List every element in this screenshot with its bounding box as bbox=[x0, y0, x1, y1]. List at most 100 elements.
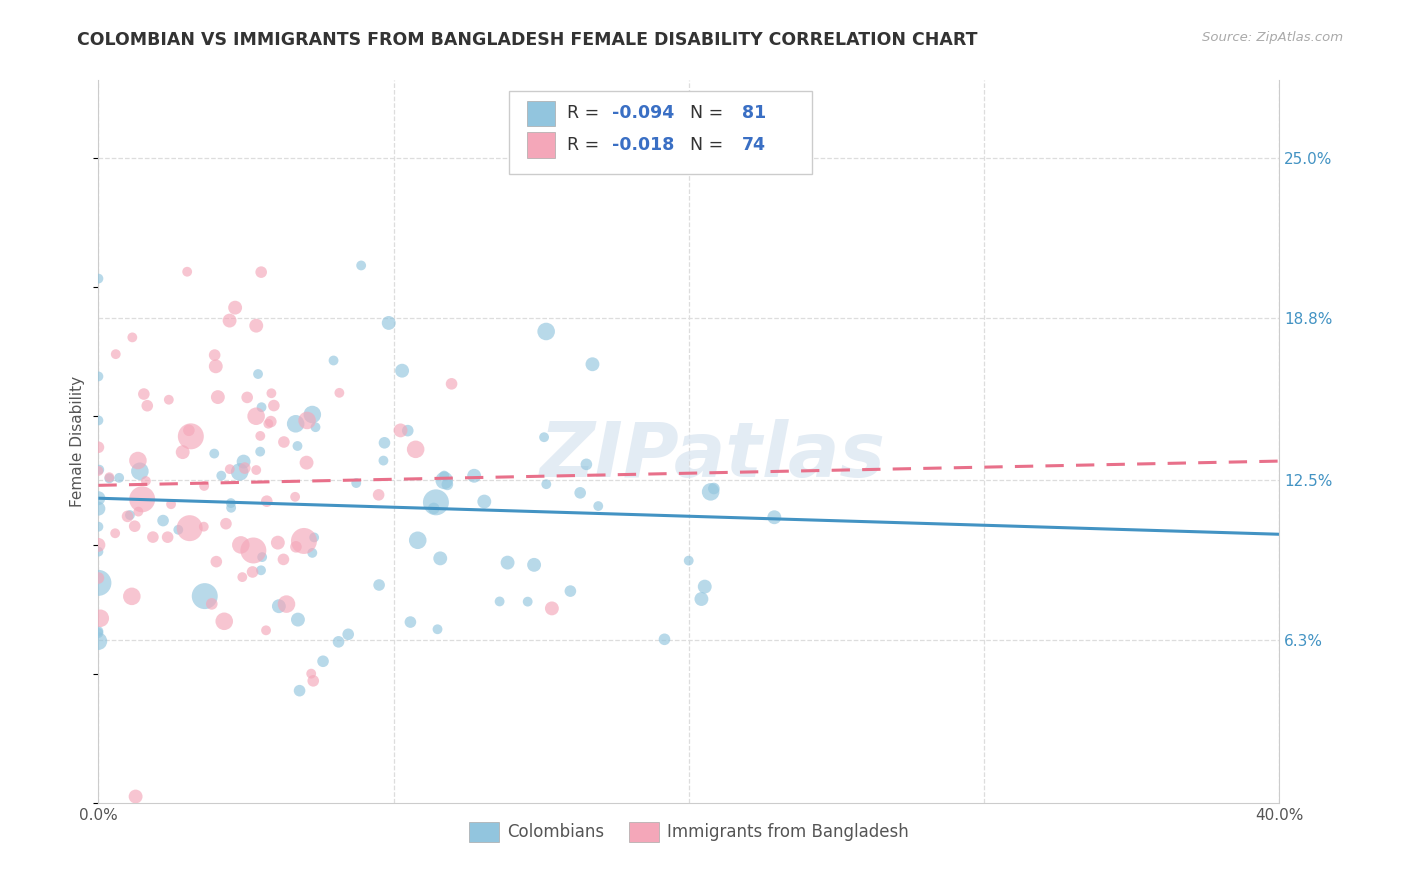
Point bbox=[242, 543, 264, 558]
Point bbox=[128, 464, 150, 478]
Point bbox=[284, 490, 307, 504]
Text: R =: R = bbox=[567, 136, 605, 154]
Text: COLOMBIAN VS IMMIGRANTS FROM BANGLADESH FEMALE DISABILITY CORRELATION CHART: COLOMBIAN VS IMMIGRANTS FROM BANGLADESH … bbox=[77, 31, 977, 49]
Point bbox=[245, 409, 267, 424]
Point bbox=[87, 571, 110, 585]
Point bbox=[180, 429, 202, 443]
Point bbox=[177, 423, 200, 437]
Point bbox=[219, 496, 242, 510]
Point bbox=[328, 385, 350, 400]
Y-axis label: Female Disability: Female Disability bbox=[70, 376, 86, 508]
Point bbox=[209, 468, 232, 483]
Point bbox=[236, 391, 259, 405]
Point bbox=[193, 519, 215, 533]
Point bbox=[202, 446, 225, 460]
Text: ZIPatlas: ZIPatlas bbox=[540, 419, 886, 493]
Point bbox=[249, 429, 271, 443]
Point bbox=[118, 508, 141, 522]
Point bbox=[678, 554, 700, 568]
Bar bbox=[527, 101, 555, 126]
Point bbox=[157, 392, 180, 407]
Point bbox=[142, 530, 165, 544]
Point bbox=[350, 259, 373, 273]
Point bbox=[422, 501, 444, 516]
Point bbox=[204, 348, 226, 362]
Point bbox=[224, 301, 246, 315]
Text: 81: 81 bbox=[742, 104, 766, 122]
Point bbox=[87, 440, 110, 454]
Point bbox=[301, 408, 323, 422]
Point bbox=[215, 516, 238, 531]
Point bbox=[273, 435, 295, 450]
Point bbox=[87, 634, 110, 648]
Point bbox=[124, 519, 146, 533]
Point bbox=[193, 479, 215, 493]
Point bbox=[763, 510, 786, 524]
Point bbox=[229, 538, 252, 552]
Point bbox=[233, 461, 256, 475]
Point bbox=[516, 594, 538, 608]
Point bbox=[89, 611, 111, 625]
Point bbox=[250, 550, 273, 565]
Point bbox=[245, 318, 267, 333]
Point bbox=[299, 666, 322, 681]
Point bbox=[172, 445, 194, 459]
Point bbox=[472, 494, 495, 508]
Point bbox=[302, 673, 325, 688]
Point bbox=[488, 594, 510, 608]
Point bbox=[312, 654, 335, 668]
Point bbox=[242, 565, 264, 579]
Text: 74: 74 bbox=[742, 136, 766, 154]
Point bbox=[247, 367, 270, 381]
Point bbox=[228, 465, 250, 479]
Point bbox=[654, 632, 676, 647]
Point bbox=[302, 530, 325, 544]
Point bbox=[425, 495, 447, 509]
Point bbox=[373, 435, 395, 450]
Point bbox=[108, 471, 131, 485]
Point bbox=[575, 458, 598, 472]
Point bbox=[534, 325, 557, 339]
Point bbox=[426, 622, 449, 636]
Point bbox=[541, 601, 564, 615]
Point bbox=[440, 376, 463, 391]
Point bbox=[405, 442, 427, 457]
Point bbox=[87, 538, 110, 552]
Point bbox=[232, 454, 254, 468]
Bar bbox=[527, 132, 555, 158]
Point bbox=[328, 635, 350, 649]
Point bbox=[201, 597, 224, 611]
Point bbox=[136, 399, 159, 413]
Point bbox=[131, 492, 153, 507]
Point bbox=[98, 471, 121, 485]
Point bbox=[284, 540, 307, 554]
Point bbox=[304, 420, 326, 434]
Point bbox=[263, 399, 285, 413]
Point bbox=[121, 330, 143, 344]
Point bbox=[581, 357, 603, 371]
Point bbox=[377, 316, 399, 330]
Point bbox=[496, 556, 519, 570]
Point bbox=[368, 578, 391, 592]
Point bbox=[260, 415, 283, 429]
Point bbox=[219, 500, 242, 515]
Point bbox=[249, 444, 271, 458]
Point bbox=[284, 417, 307, 431]
Point bbox=[267, 535, 290, 549]
Point bbox=[124, 789, 146, 804]
Point bbox=[406, 533, 429, 548]
Point bbox=[257, 417, 280, 431]
Point bbox=[135, 474, 157, 488]
Point bbox=[256, 494, 278, 508]
Point bbox=[260, 386, 283, 401]
Point bbox=[250, 401, 273, 415]
Text: -0.018: -0.018 bbox=[612, 136, 675, 154]
Point bbox=[245, 463, 267, 477]
Point bbox=[218, 462, 240, 476]
Point bbox=[690, 592, 713, 607]
Point bbox=[87, 413, 110, 427]
Point bbox=[433, 474, 456, 488]
Point bbox=[231, 570, 253, 584]
Point bbox=[322, 353, 344, 368]
Point bbox=[367, 488, 389, 502]
